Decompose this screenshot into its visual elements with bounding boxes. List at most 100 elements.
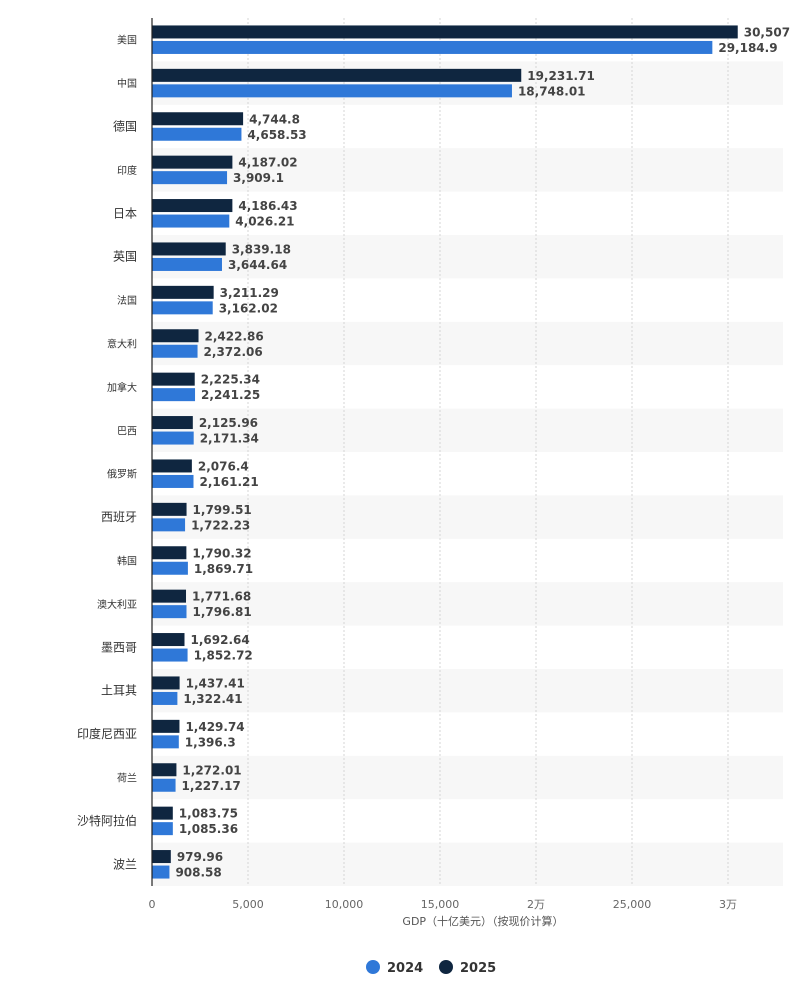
row-band <box>152 495 783 539</box>
bar-2024 <box>152 431 194 445</box>
category-label: 英国 <box>113 250 137 264</box>
data-label-2024: 2,161.21 <box>199 475 258 489</box>
legend-label-2024: 2024 <box>387 961 423 976</box>
bar-2025 <box>152 806 173 820</box>
data-label-2024: 2,171.34 <box>200 432 259 446</box>
x-axis-title: GDP（十亿美元）（按现价计算） <box>402 914 563 928</box>
x-tick-label: 3万 <box>719 898 737 911</box>
bar-2024 <box>152 691 178 705</box>
bar-2024 <box>152 388 196 402</box>
data-label-2025: 1,799.51 <box>193 503 252 517</box>
data-label-2025: 4,187.02 <box>238 156 297 170</box>
data-label-2025: 2,125.96 <box>199 416 258 430</box>
data-label-2025: 1,083.75 <box>179 807 238 821</box>
data-label-2024: 4,026.21 <box>235 215 294 229</box>
bar-2024 <box>152 40 713 54</box>
bar-2024 <box>152 171 228 185</box>
data-label-2024: 1,227.17 <box>182 779 241 793</box>
bar-2024 <box>152 84 512 98</box>
category-label: 美国 <box>117 34 137 47</box>
bar-2025 <box>152 633 185 647</box>
data-label-2024: 18,748.01 <box>518 84 586 98</box>
data-label-2024: 1,722.23 <box>191 518 250 532</box>
row-band <box>152 235 783 279</box>
data-label-2024: 1,322.41 <box>183 692 242 706</box>
data-label-2025: 1,272.01 <box>182 763 241 777</box>
category-label: 荷兰 <box>117 772 137 785</box>
data-label-2024: 3,909.1 <box>233 171 284 185</box>
bar-2025 <box>152 155 233 169</box>
bar-2025 <box>152 850 171 864</box>
data-label-2024: 29,184.9 <box>718 41 777 55</box>
bar-2025 <box>152 372 195 386</box>
bar-2025 <box>152 329 199 343</box>
bar-2025 <box>152 546 187 560</box>
category-label: 德国 <box>113 119 137 134</box>
bar-2025 <box>152 25 738 39</box>
category-label: 中国 <box>117 77 137 90</box>
data-label-2025: 1,692.64 <box>190 633 249 647</box>
data-label-2025: 2,225.34 <box>201 373 260 387</box>
x-tick-label: 10,000 <box>325 898 364 911</box>
data-label-2025: 4,186.43 <box>238 199 297 213</box>
data-label-2025: 979.96 <box>177 850 223 864</box>
row-band <box>152 669 783 713</box>
data-label-2025: 1,429.74 <box>185 720 244 734</box>
category-label: 西班牙 <box>101 510 137 524</box>
bar-2025 <box>152 285 214 299</box>
legend: 2024 2025 <box>366 960 496 976</box>
x-tick-label: 2万 <box>527 898 545 911</box>
x-tick-label: 5,000 <box>232 898 264 911</box>
category-label: 澳大利亚 <box>97 598 137 611</box>
data-label-2025: 4,744.8 <box>249 112 300 126</box>
data-label-2024: 2,241.25 <box>201 388 260 402</box>
category-label: 俄罗斯 <box>107 468 137 481</box>
x-tick-label: 25,000 <box>613 898 652 911</box>
bar-2024 <box>152 865 170 879</box>
row-band <box>152 408 783 452</box>
bar-2025 <box>152 68 522 82</box>
data-label-2024: 1,869.71 <box>194 562 253 576</box>
row-band <box>152 842 783 886</box>
data-label-2025: 1,437.41 <box>186 676 245 690</box>
bar-2024 <box>152 735 179 749</box>
x-tick-label: 15,000 <box>421 898 460 911</box>
bar-2024 <box>152 518 186 532</box>
data-label-2024: 1,085.36 <box>179 822 238 836</box>
bar-2024 <box>152 605 187 619</box>
data-label-2024: 908.58 <box>175 866 221 880</box>
bar-2024 <box>152 344 198 358</box>
bar-2024 <box>152 301 213 315</box>
bar-2025 <box>152 199 233 213</box>
category-label: 日本 <box>113 206 137 220</box>
data-label-2025: 3,211.29 <box>220 286 279 300</box>
category-label: 沙特阿拉伯 <box>77 813 137 828</box>
data-label-2024: 3,644.64 <box>228 258 287 272</box>
category-label: 墨西哥 <box>101 640 137 654</box>
bar-2024 <box>152 214 230 228</box>
category-label: 波兰 <box>113 857 137 871</box>
bar-2025 <box>152 589 187 603</box>
bar-2024 <box>152 561 188 575</box>
data-label-2024: 1,852.72 <box>194 649 253 663</box>
category-label: 印度 <box>117 164 137 177</box>
bar-2024 <box>152 474 194 488</box>
legend-label-2025: 2025 <box>460 961 496 976</box>
bar-2024 <box>152 127 242 141</box>
bar-2024 <box>152 778 176 792</box>
data-label-2025: 1,771.68 <box>192 590 251 604</box>
bar-2024 <box>152 257 222 271</box>
category-label: 法国 <box>117 294 137 307</box>
row-band <box>152 148 783 192</box>
data-label-2024: 2,372.06 <box>204 345 263 359</box>
bar-2025 <box>152 459 192 473</box>
bar-2025 <box>152 719 180 733</box>
row-band <box>152 321 783 366</box>
data-label-2024: 4,658.53 <box>247 128 306 142</box>
bar-2024 <box>152 822 173 836</box>
bar-2025 <box>152 502 187 516</box>
category-label: 加拿大 <box>107 381 137 394</box>
row-band <box>152 61 783 105</box>
category-label: 土耳其 <box>101 684 137 698</box>
